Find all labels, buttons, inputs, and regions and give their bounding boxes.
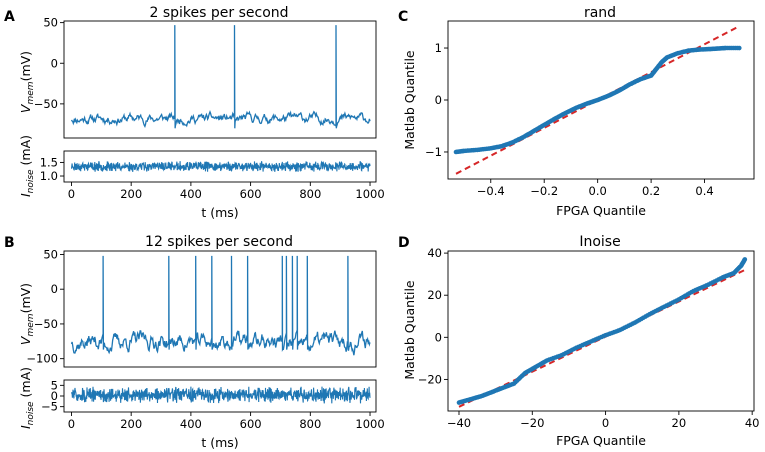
ylabel-unit: (mA): [18, 135, 33, 169]
panel-b-inoise-ylabel: Inoise (mA): [18, 367, 36, 429]
x-tick-label: 800: [299, 187, 321, 201]
y-tick-label: −20: [418, 372, 442, 386]
x-tick-label: 200: [120, 417, 142, 431]
x-tick-label: 0: [602, 416, 609, 430]
panel-a-inoise-plot: Inoise (mA) 1.51.0 0 200 400 600 800 1000 t (…: [18, 135, 385, 220]
x-tick-label: 200: [120, 187, 142, 201]
y-tick-label: 5: [51, 378, 58, 392]
panel-b-vmem-frame: [63, 250, 377, 368]
x-tick-label: 0: [68, 417, 75, 431]
y-tick-label: 20: [427, 288, 442, 302]
panel-a-title: 2 spikes per second: [149, 5, 288, 21]
y-tick-label: 50: [43, 16, 58, 30]
y-tick-label: −50: [34, 317, 58, 331]
x-tick-label: 600: [240, 187, 262, 201]
x-tick-label: 0.4: [695, 184, 713, 198]
qq-point: [737, 45, 742, 51]
panel-label-c: C: [398, 9, 408, 25]
ylabel-unit: (mV): [18, 51, 33, 81]
x-tick-label: 1000: [355, 187, 384, 201]
x-tick-label: 1000: [355, 417, 384, 431]
y-tick-label: −1: [425, 145, 442, 159]
inoise-trace-line: [70, 386, 371, 404]
y-tick-label: 1: [435, 41, 442, 55]
inoise-trace-line: [70, 160, 371, 173]
ylabel-main: I: [18, 193, 33, 197]
x-tick-label: 20: [672, 416, 687, 430]
panel-a-vmem-plot: 2 spikes per second Vmem(mV) 50 0 −50: [18, 5, 377, 139]
panel-a-xlabel: t (ms): [201, 205, 238, 220]
x-tick-label: 400: [180, 417, 202, 431]
ylabel-unit: (mV): [18, 283, 33, 313]
y-tick-label: 0: [435, 330, 442, 344]
panel-a-vmem-ylabel: Vmem(mV): [18, 51, 36, 113]
x-tick-label: −20: [520, 416, 544, 430]
panel-label-b: B: [4, 235, 15, 251]
panel-c-frame: [447, 20, 755, 180]
ylabel-main: V: [18, 103, 33, 113]
panel-label-a: A: [4, 9, 15, 25]
panel-c-ylabel: Matlab Quantile: [402, 50, 417, 150]
panel-b-inoise-frame: [63, 379, 377, 413]
y-tick-label: 0: [51, 282, 58, 296]
panel-d-qq-plot: Inoise Matlab Quantile 40 20 0 −20 −40 −20 0 2…: [402, 234, 759, 448]
y-tick-label: −100: [26, 352, 58, 366]
panel-b-title: 12 spikes per second: [145, 234, 293, 250]
y-tick-label: −50: [34, 97, 58, 111]
panel-d-frame: [447, 250, 755, 412]
ylabel-main: V: [18, 335, 33, 345]
x-tick-label: 600: [240, 417, 262, 431]
panel-b-xlabel: t (ms): [201, 435, 238, 450]
panel-c-qq-plot: rand Matlab Quantile 1 0 −1 −0.4 −0.2 0.0 0.2…: [402, 5, 755, 218]
ylabel-main: I: [18, 425, 33, 429]
y-tick-label: −5: [41, 400, 58, 414]
y-tick-label: 0: [51, 56, 58, 70]
ylabel-sub: noise: [26, 169, 36, 193]
x-tick-label: 40: [745, 416, 760, 430]
panel-label-d: D: [398, 235, 410, 251]
panel-d-xlabel: FPGA Quantile: [556, 433, 646, 448]
x-tick-label: 0: [68, 187, 75, 201]
ylabel-unit: (mA): [18, 367, 33, 401]
panel-b-vmem-ylabel: Vmem(mV): [18, 283, 36, 345]
panel-d-ylabel: Matlab Quantile: [402, 280, 417, 380]
panel-a-inoise-frame: [63, 150, 377, 183]
x-tick-label: −0.4: [477, 184, 505, 198]
panel-c-xlabel: FPGA Quantile: [556, 203, 646, 218]
y-tick-label: 0: [435, 93, 442, 107]
ylabel-sub: mem: [26, 81, 36, 104]
panel-c-title: rand: [584, 5, 616, 21]
x-tick-label: 800: [299, 417, 321, 431]
vmem-trace-line: [70, 25, 371, 129]
x-tick-label: 0.0: [589, 184, 607, 198]
qq-point: [742, 257, 748, 262]
y-tick-label: 0: [51, 389, 58, 403]
x-tick-label: 0.2: [642, 184, 660, 198]
vmem-trace-line: [70, 255, 371, 356]
ylabel-sub: mem: [26, 313, 36, 336]
x-tick-label: −40: [447, 416, 471, 430]
ylabel-sub: noise: [26, 401, 36, 425]
panel-a-inoise-ylabel: Inoise (mA): [18, 135, 36, 197]
y-tick-label: 40: [427, 246, 442, 260]
panel-b-vmem-plot: 12 spikes per second Vmem(mV) 50 0 −50 −100: [18, 234, 377, 368]
y-tick-label: 50: [43, 247, 58, 261]
panel-b-inoise-plot: Inoise (mA) 50−5 0 200 400 600 800 1000 t (ms…: [18, 367, 385, 450]
x-tick-label: 400: [180, 187, 202, 201]
y-tick-label: 1.5: [40, 155, 58, 169]
panel-a-vmem-frame: [63, 20, 377, 139]
fit-line: [455, 25, 740, 175]
y-tick-label: 1.0: [40, 169, 58, 183]
panel-d-title: Inoise: [579, 234, 620, 250]
x-tick-label: −0.2: [530, 184, 558, 198]
